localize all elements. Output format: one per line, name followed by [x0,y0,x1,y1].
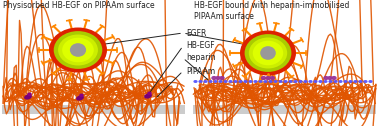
FancyBboxPatch shape [193,105,376,114]
Ellipse shape [24,94,32,100]
Ellipse shape [253,41,283,65]
Text: EGFR: EGFR [186,28,206,38]
Ellipse shape [219,76,225,80]
Ellipse shape [239,80,243,83]
Ellipse shape [49,27,107,72]
Ellipse shape [293,80,297,83]
Ellipse shape [194,80,198,83]
Ellipse shape [263,80,268,83]
Ellipse shape [323,76,329,80]
Ellipse shape [228,80,232,83]
Ellipse shape [369,80,373,83]
Ellipse shape [215,76,221,80]
Ellipse shape [265,76,271,80]
Ellipse shape [54,31,102,69]
Ellipse shape [233,80,238,83]
Ellipse shape [218,80,223,83]
Ellipse shape [288,80,293,83]
Ellipse shape [298,80,303,83]
Ellipse shape [363,80,367,83]
Ellipse shape [27,92,32,96]
Ellipse shape [198,80,203,83]
Ellipse shape [273,80,277,83]
Ellipse shape [268,80,273,83]
Text: heparin: heparin [186,54,215,62]
Ellipse shape [260,46,276,60]
Ellipse shape [353,80,358,83]
Ellipse shape [76,95,84,101]
Ellipse shape [240,30,296,75]
Ellipse shape [308,80,313,83]
Ellipse shape [358,80,363,83]
Ellipse shape [253,80,257,83]
Ellipse shape [79,93,84,97]
Ellipse shape [333,80,338,83]
Ellipse shape [270,76,275,80]
Text: Physisorbed HB-EGF on PIPAAm surface: Physisorbed HB-EGF on PIPAAm surface [3,1,155,10]
Ellipse shape [259,80,263,83]
Ellipse shape [284,80,288,83]
Text: HB-EGF: HB-EGF [186,41,215,51]
FancyBboxPatch shape [2,105,185,114]
Ellipse shape [328,80,333,83]
Ellipse shape [249,38,287,69]
Ellipse shape [203,80,208,83]
Ellipse shape [214,80,218,83]
Ellipse shape [324,80,328,83]
Ellipse shape [318,80,322,83]
Ellipse shape [245,34,291,72]
Ellipse shape [243,80,248,83]
Ellipse shape [58,35,98,66]
Ellipse shape [147,91,152,95]
Ellipse shape [343,80,348,83]
Ellipse shape [211,76,217,80]
Ellipse shape [261,76,266,80]
Ellipse shape [144,93,152,99]
Ellipse shape [304,80,308,83]
Ellipse shape [248,80,253,83]
Text: PIPAAm: PIPAAm [186,67,215,75]
Ellipse shape [223,80,228,83]
Ellipse shape [62,38,94,62]
Ellipse shape [349,80,353,83]
Ellipse shape [327,76,333,80]
Ellipse shape [208,80,212,83]
Ellipse shape [70,43,86,57]
Ellipse shape [313,80,318,83]
Text: HB-EGF bound with heparin-immobilised
PIPAAm surface: HB-EGF bound with heparin-immobilised PI… [194,1,349,21]
Ellipse shape [279,80,283,83]
Ellipse shape [338,80,342,83]
Ellipse shape [331,76,337,80]
